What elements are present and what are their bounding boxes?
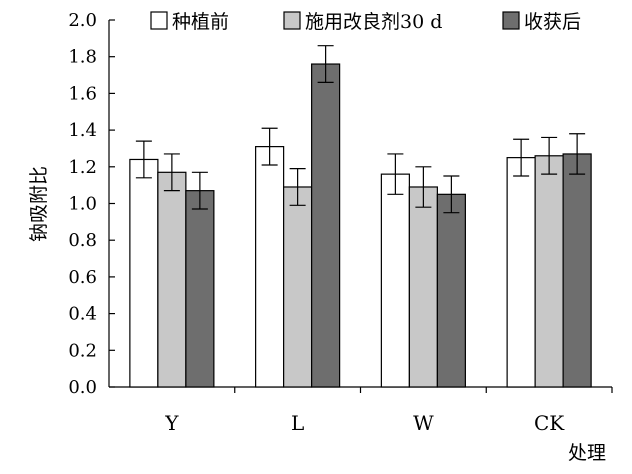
bar (283, 186, 313, 388)
legend-label: 种植前 (172, 11, 229, 33)
y-tick-label: 1.4 (68, 120, 97, 141)
legend-swatch (150, 11, 168, 30)
x-axis-title: 处理 (568, 442, 606, 464)
bar (129, 158, 159, 388)
x-tick-label: CK (534, 411, 565, 435)
bar (534, 155, 564, 388)
legend: 种植前 施用改良剂30 d 收获后 (150, 11, 581, 33)
y-tick-label: 0.2 (68, 340, 97, 361)
x-tick-label: Y (164, 411, 179, 435)
y-tick-label: 1.0 (68, 194, 97, 215)
bar (436, 193, 466, 388)
axes: 0.0 0.2 0.4 0.6 0.8 1.0 1.2 1.4 1.6 1.8 2.0 Y L W CK (68, 10, 613, 435)
y-tick-label: 0.0 (68, 377, 97, 398)
bar (506, 157, 536, 388)
error-bars (135, 45, 586, 214)
legend-label: 收获后 (524, 11, 581, 33)
x-tick-label: W (413, 411, 434, 435)
bar (255, 146, 285, 388)
y-axis-title: 钠吸附比 (28, 166, 50, 242)
y-tick-label: 0.6 (68, 267, 97, 288)
bar (185, 190, 215, 388)
bar (311, 63, 341, 388)
y-tick-label: 1.8 (68, 47, 97, 68)
y-tick-label: 1.2 (68, 157, 97, 178)
legend-swatch (502, 11, 520, 30)
bar (562, 153, 592, 388)
bar (380, 173, 410, 388)
y-tick-label: 2.0 (68, 10, 97, 31)
legend-label: 施用改良剂30 d (305, 11, 442, 33)
bars (129, 63, 592, 388)
x-tick-label: L (291, 411, 304, 435)
y-tick-label: 0.4 (68, 304, 97, 325)
bar (157, 171, 187, 388)
legend-swatch (283, 11, 301, 30)
y-tick-label: 1.6 (68, 83, 97, 104)
y-tick-label: 0.8 (68, 230, 97, 251)
bar (408, 186, 438, 388)
